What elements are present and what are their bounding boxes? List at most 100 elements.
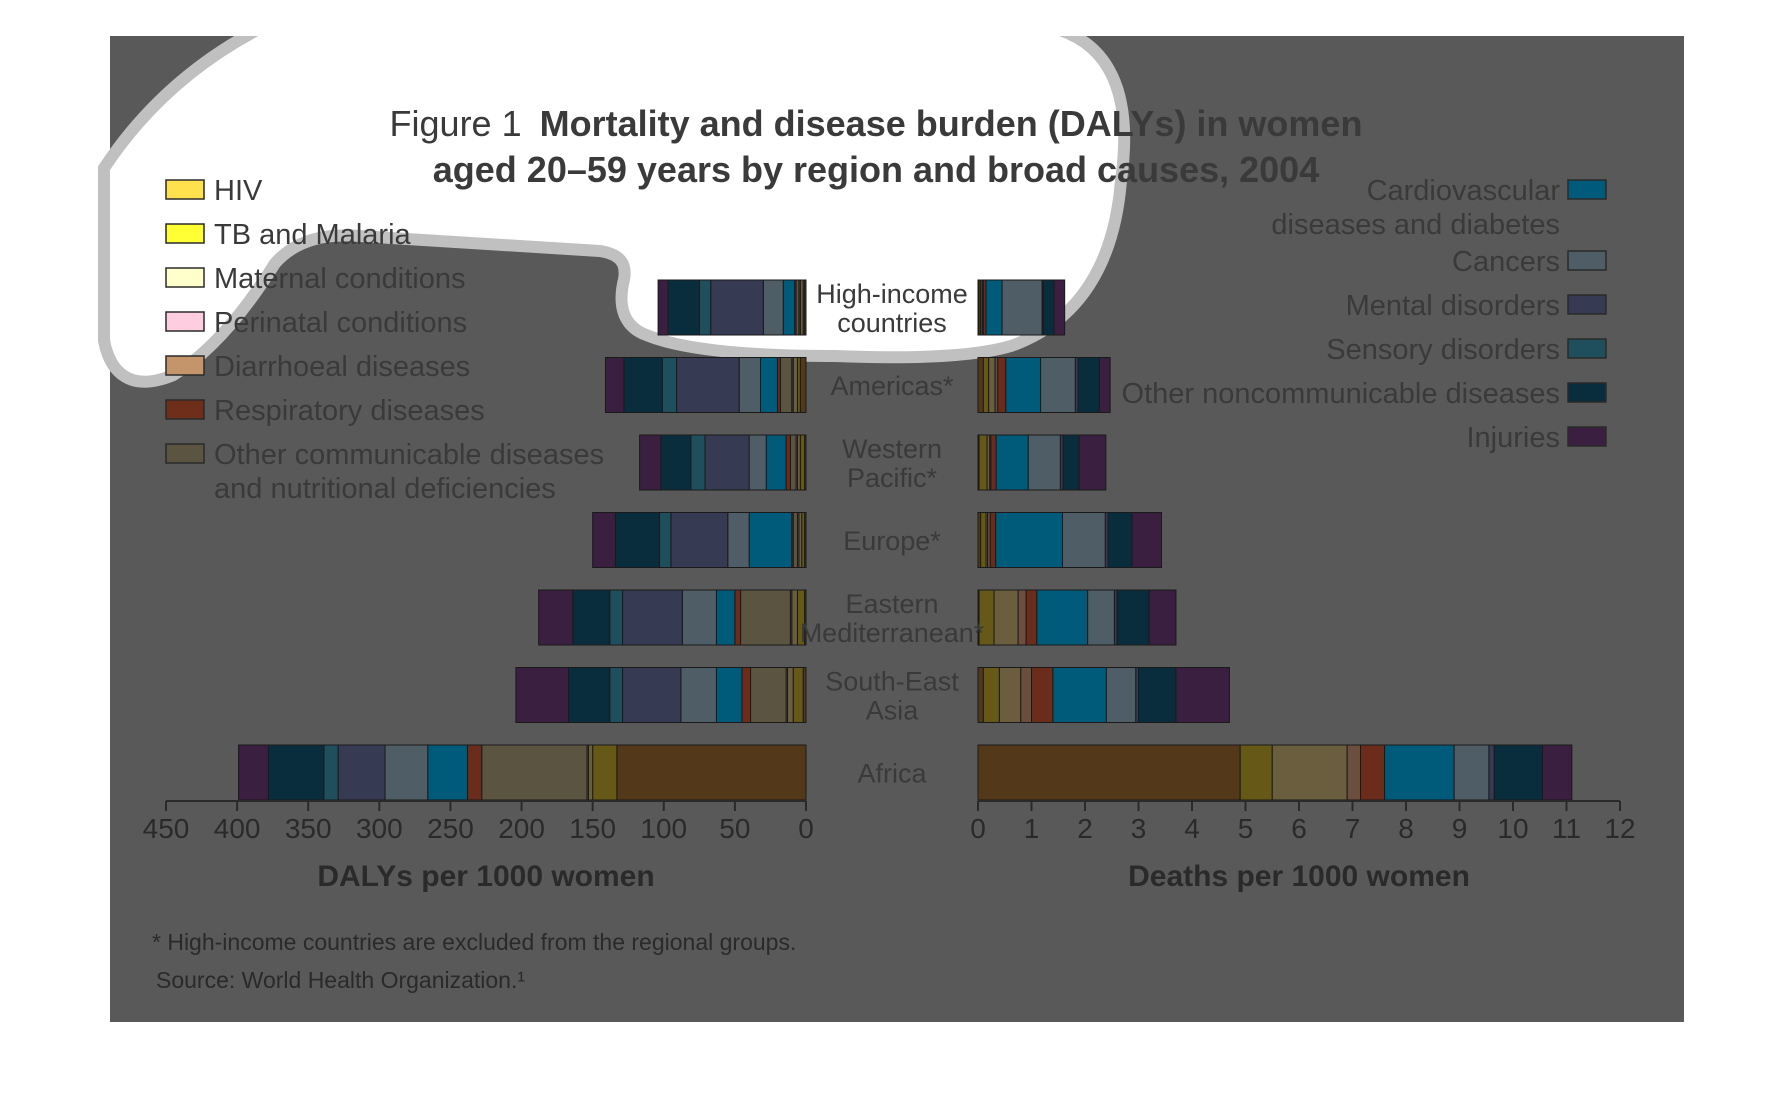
deaths-bar-south-east-asia-hiv: [977, 667, 984, 723]
dalys-bar-eastern-mediterranean-other-communicable-diseases-and-nutritional-deficiencies: [740, 589, 791, 646]
deaths-bar-americas-cardiovascular-diseases-and-diabetes: [1005, 357, 1042, 413]
dalys-bar-western-pacific-sensory-disorders: [690, 434, 706, 491]
dalys-bar-south-east-asia-respiratory-diseases: [741, 667, 752, 723]
deaths-tick-label: 1: [1024, 813, 1040, 844]
dalys-tick-label: 100: [640, 813, 687, 844]
dalys-bar-western-pacific-other-noncommunicable-diseases: [660, 434, 692, 491]
legend-label-mental-disorders: Mental disorders: [1346, 290, 1560, 322]
dalys-tick-label: 50: [719, 813, 750, 844]
deaths-bar-europe-respiratory-diseases: [989, 512, 997, 568]
dalys-bar-africa-cardiovascular-diseases-and-diabetes: [427, 744, 469, 801]
deaths-tick-label: 2: [1077, 813, 1093, 844]
legend-swatch-perinatal-conditions: [165, 311, 205, 332]
dalys-bar-americas-mental-disorders: [676, 357, 740, 413]
legend-swatch-other-communicable-diseases-and-nutritional-deficiencies: [165, 443, 205, 464]
deaths-bar-western-pacific-respiratory-diseases: [990, 434, 997, 491]
deaths-bar-americas-injuries: [1098, 357, 1111, 413]
deaths-bar-americas-tb-and-malaria: [982, 357, 990, 413]
region-label-eastern-mediterranean: Eastern: [845, 589, 938, 619]
legend-swatch-hiv: [165, 179, 205, 200]
dalys-bar-africa-sensory-disorders: [323, 744, 339, 801]
dalys-tick-label: 0: [798, 813, 814, 844]
figure-number: Figure 1: [390, 103, 522, 144]
deaths-tick-label: 10: [1497, 813, 1528, 844]
legend-label-maternal-conditions: Maternal conditions: [214, 263, 465, 295]
legend-label-respiratory-diseases: Respiratory diseases: [214, 395, 485, 427]
deaths-bar-africa-hiv: [977, 744, 1241, 801]
dalys-bar-europe-cardiovascular-diseases-and-diabetes: [748, 512, 793, 568]
region-label-high-income-countries: countries: [837, 308, 947, 338]
dalys-bar-africa-cancers: [384, 744, 429, 801]
dalys-bar-africa-injuries: [238, 744, 269, 801]
legend-label-sensory-disorders: Sensory disorders: [1326, 334, 1560, 366]
legend-label-hiv: HIV: [214, 175, 263, 207]
dalys-bar-africa-respiratory-diseases: [467, 744, 483, 801]
legend-label-other-communicable-diseases-and-nutritional-deficiencies: and nutritional deficiencies: [214, 473, 556, 505]
deaths-bar-europe-cancers: [1062, 512, 1106, 568]
deaths-bar-south-east-asia-cardiovascular-diseases-and-diabetes: [1052, 667, 1107, 723]
dalys-bar-high-income-countries-cardiovascular-diseases-and-diabetes: [782, 279, 796, 336]
deaths-bar-high-income-countries-injuries: [1053, 279, 1066, 336]
dalys-bar-americas-other-noncommunicable-diseases: [623, 357, 663, 413]
dalys-bar-western-pacific-tb-and-malaria: [799, 434, 806, 491]
region-label-western-pacific: Western: [842, 434, 942, 464]
deaths-tick-label: 8: [1398, 813, 1414, 844]
deaths-bar-africa-respiratory-diseases: [1360, 744, 1386, 801]
figure-title-line1: Figure 1 Mortality and disease burden (D…: [390, 103, 1363, 144]
deaths-bar-eastern-mediterranean-injuries: [1148, 589, 1177, 646]
dalys-bar-americas-hiv: [799, 357, 807, 413]
dalys-bar-high-income-countries-cancers: [762, 279, 784, 336]
legend-label-diarrhoeal-diseases: Diarrhoeal diseases: [214, 351, 470, 383]
dalys-bar-south-east-asia-mental-disorders: [622, 667, 682, 723]
dalys-tick-label: 450: [143, 813, 190, 844]
dalys-bar-high-income-countries-injuries: [657, 279, 669, 336]
legend-label-tb-and-malaria: TB and Malaria: [214, 219, 412, 251]
dalys-bar-eastern-mediterranean-cancers: [681, 589, 717, 646]
dalys-bar-eastern-mediterranean-other-noncommunicable-diseases: [572, 589, 611, 646]
dalys-bar-eastern-mediterranean-mental-disorders: [622, 589, 683, 646]
dalys-bar-americas-cancers: [738, 357, 761, 413]
dalys-bar-south-east-asia-sensory-disorders: [609, 667, 624, 723]
deaths-bar-south-east-asia-maternal-conditions: [998, 667, 1022, 723]
dalys-bar-europe-other-noncommunicable-diseases: [614, 512, 661, 568]
dalys-tick-label: 350: [285, 813, 332, 844]
dalys-bar-europe-cancers: [727, 512, 750, 568]
deaths-tick-label: 3: [1131, 813, 1147, 844]
dalys-bar-eastern-mediterranean-maternal-conditions: [791, 589, 798, 646]
dalys-tick-label: 300: [356, 813, 403, 844]
legend-swatch-diarrhoeal-diseases: [165, 355, 205, 376]
legend-label-cancers: Cancers: [1452, 246, 1560, 278]
deaths-tick-label: 0: [970, 813, 986, 844]
legend-label-other-noncommunicable-diseases: Other noncommunicable diseases: [1122, 378, 1560, 410]
legend-swatch-respiratory-diseases: [165, 399, 205, 420]
deaths-bar-europe-other-noncommunicable-diseases: [1107, 512, 1133, 568]
deaths-tick-label: 7: [1345, 813, 1361, 844]
dalys-bar-europe-mental-disorders: [670, 512, 729, 568]
legend-label-injuries: Injuries: [1467, 422, 1561, 454]
dalys-bar-south-east-asia-tb-and-malaria: [792, 667, 804, 723]
dalys-bar-africa-hiv: [616, 744, 807, 801]
deaths-bar-africa-other-noncommunicable-diseases: [1493, 744, 1543, 801]
deaths-bar-americas-other-noncommunicable-diseases: [1077, 357, 1100, 413]
deaths-bar-africa-tb-and-malaria: [1239, 744, 1273, 801]
dalys-tick-label: 200: [498, 813, 545, 844]
deaths-bar-south-east-asia-respiratory-diseases: [1031, 667, 1054, 723]
region-label-south-east-asia: Asia: [866, 696, 920, 726]
legend-swatch-cardiovascular-diseases-and-diabetes: [1567, 179, 1607, 200]
dalys-bar-south-east-asia-injuries: [515, 667, 569, 723]
dalys-bar-high-income-countries-sensory-disorders: [698, 279, 712, 336]
dalys-bar-americas-sensory-disorders: [661, 357, 678, 413]
legend-label-cardiovascular-diseases-and-diabetes: Cardiovascular: [1367, 175, 1561, 207]
region-label-high-income-countries: High-income: [816, 279, 968, 309]
panel-top-margin: [110, 0, 1684, 36]
deaths-bar-western-pacific-injuries: [1078, 434, 1107, 491]
dalys-tick-label: 150: [569, 813, 616, 844]
highlight-overlay: [98, 0, 1684, 388]
dalys-bar-africa-maternal-conditions: [587, 744, 594, 801]
deaths-bar-eastern-mediterranean-cardiovascular-diseases-and-diabetes: [1036, 589, 1089, 646]
dalys-bar-western-pacific-other-communicable-diseases-and-nutritional-deficiencies: [789, 434, 797, 491]
deaths-bar-europe-tb-and-malaria: [980, 512, 987, 568]
